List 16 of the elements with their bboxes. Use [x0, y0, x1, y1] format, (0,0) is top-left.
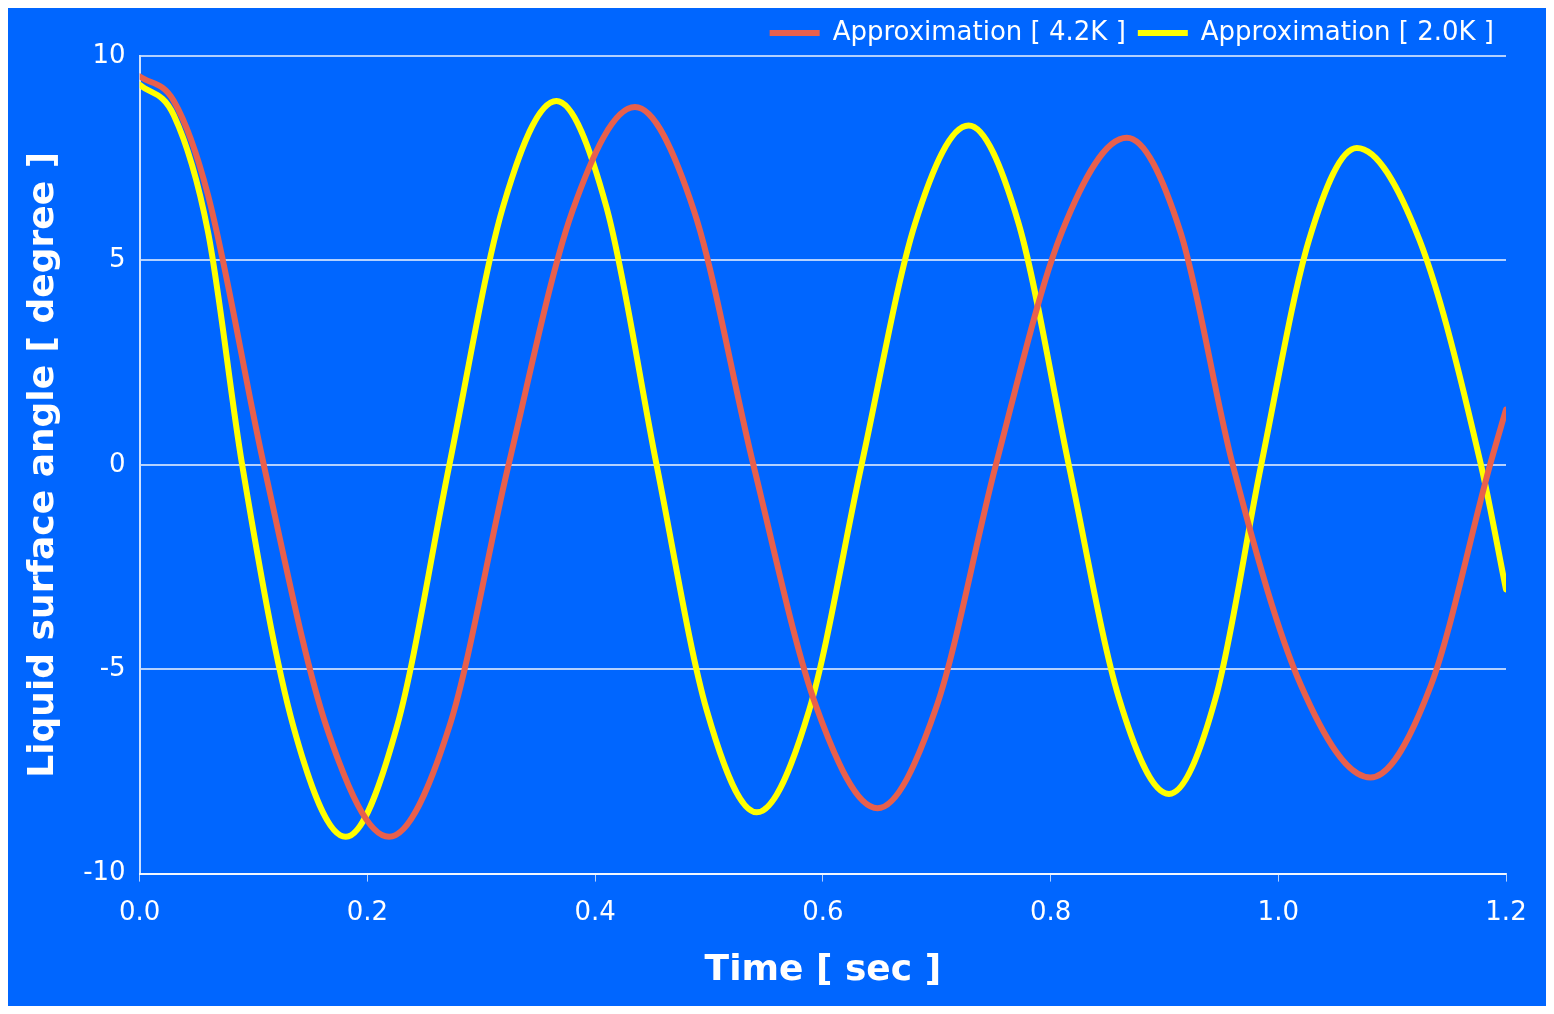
x-tick-label: 0.6 — [802, 895, 844, 926]
x-tick-label: 0.2 — [346, 895, 389, 926]
y-tick-label: 5 — [109, 243, 126, 274]
x-tick-label: 1.0 — [1257, 895, 1299, 926]
y-tick-label: 0 — [109, 447, 126, 478]
legend-label: Approximation [ 4.2K ] — [832, 15, 1126, 46]
y-tick-label: 10 — [92, 38, 126, 69]
x-tick-label: 0.8 — [1029, 895, 1072, 926]
y-axis-title: Liquid surface angle [ degree ] — [19, 151, 61, 778]
x-tick-label: 0.4 — [574, 895, 616, 926]
x-tick-label: 0.0 — [118, 895, 161, 926]
y-tick-label: -5 — [99, 651, 126, 682]
legend-label: Approximation [ 2.0K ] — [1200, 15, 1495, 46]
x-tick-label: 1.2 — [1485, 895, 1527, 926]
y-tick-label: -10 — [83, 856, 126, 887]
x-axis-title: Time [ sec ] — [704, 946, 942, 988]
